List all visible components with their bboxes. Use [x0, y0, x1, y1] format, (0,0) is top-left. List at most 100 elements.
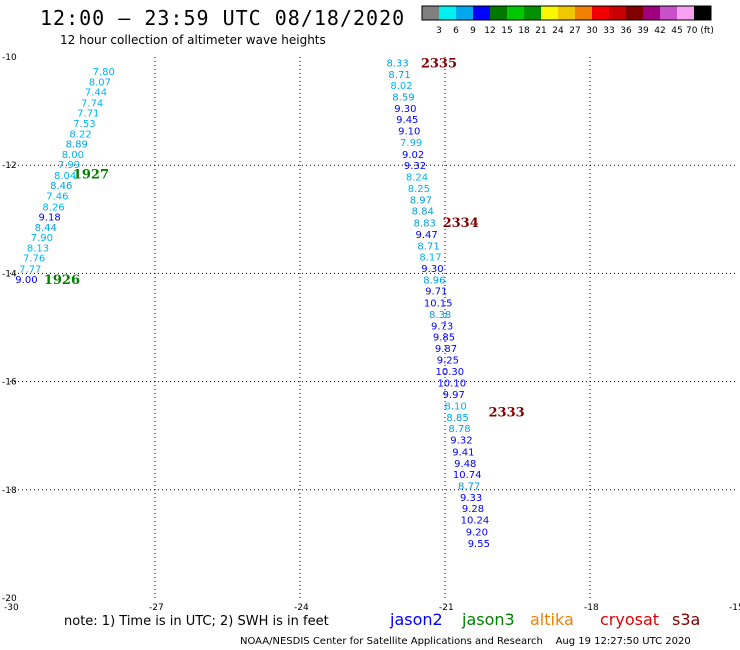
generated-timestamp: Aug 19 12:27:50 UTC 2020: [555, 636, 691, 647]
y-tick-label: -10: [2, 53, 17, 63]
swh-value-label: 9.28: [462, 504, 484, 515]
swh-value-label: 8.17: [419, 253, 441, 264]
legend-swatch: [541, 6, 558, 20]
swh-value-label: 8.38: [429, 310, 451, 321]
pass-time-label: 2333: [489, 405, 525, 420]
swh-value-label: 8.10: [445, 401, 467, 412]
swh-value-label: 9.30: [394, 104, 416, 115]
y-tick-label: -16: [2, 378, 17, 388]
grid: [10, 57, 735, 598]
legend-label: 42: [654, 26, 665, 36]
swh-value-label: 10.10: [437, 379, 466, 390]
legend-swatch: [524, 6, 541, 20]
swh-value-label: 8.04: [54, 171, 76, 182]
swh-value-label: 8.13: [27, 243, 49, 254]
legend-label: 70 (ft): [686, 26, 714, 36]
axis-ticks: -30 -27 -24 -21 -18 -15 -10 -12 -14 -16 -18 -20: [2, 53, 740, 613]
swh-value-label: 9.20: [466, 527, 488, 538]
swh-value-label: 8.97: [410, 195, 432, 206]
legend-label: 6: [453, 26, 459, 36]
swh-value-label: 9.55: [468, 539, 490, 550]
x-tick-label: -30: [4, 603, 19, 613]
swh-value-label: 8.85: [446, 413, 468, 424]
swh-value-label: 8.46: [50, 181, 72, 192]
swh-value-label: 7.53: [73, 119, 95, 130]
legend-label: 36: [620, 26, 632, 36]
pass-time-label: 2335: [421, 56, 457, 71]
legend-label: 33: [603, 26, 614, 36]
chart-subtitle: 12 hour collection of altimeter wave hei…: [60, 33, 326, 47]
pass-time-label: 1926: [44, 273, 80, 288]
legend-swatch: [575, 6, 592, 20]
legend-swatch: [422, 6, 439, 20]
swh-value-label: 8.22: [69, 129, 91, 140]
swh-value-label: 8.83: [414, 219, 436, 230]
x-tick-label: -18: [584, 603, 599, 613]
legend-swatch: [660, 6, 677, 20]
units-note: note: 1) Time is in UTC; 2) SWH is in fe…: [64, 614, 329, 629]
legend-swatch: [643, 6, 660, 20]
legend-swatch: [677, 6, 694, 20]
credit-text: NOAA/NESDIS Center for Satellite Applica…: [240, 636, 543, 647]
pass-time-label: 1927: [73, 167, 109, 182]
swh-value-label: 8.26: [42, 202, 64, 213]
swh-value-label: 10.24: [461, 516, 490, 527]
swh-value-label: 8.33: [387, 58, 409, 69]
legend-label: 12: [484, 26, 495, 36]
swh-value-label: 8.59: [392, 92, 414, 103]
swh-value-label: 9.32: [404, 161, 426, 172]
swh-value-label: 9.10: [398, 127, 420, 138]
swh-value-label: 8.25: [408, 184, 430, 195]
swh-value-label: 9.33: [460, 493, 482, 504]
swh-value-label: 7.76: [23, 254, 45, 265]
x-tick-label: -24: [294, 603, 309, 613]
legend-label: 30: [586, 26, 598, 36]
legend-frame: [421, 5, 712, 21]
mission-altika: altika: [530, 610, 574, 629]
swh-value-label: 9.32: [450, 435, 472, 446]
swh-value-label: 9.18: [39, 213, 61, 224]
legend-swatch: [507, 6, 524, 20]
legend-label: 18: [518, 26, 530, 36]
swh-value-label: 7.77: [19, 265, 41, 276]
legend-label: 3: [436, 26, 442, 36]
swh-value-label: 9.45: [396, 115, 418, 126]
swh-value-label: 8.84: [412, 207, 434, 218]
swh-value-label: 9.71: [425, 287, 447, 298]
swh-value-label: 9.25: [437, 355, 459, 366]
x-tick-label: -27: [149, 603, 164, 613]
color-legend: 3 6 9 12 15 18 21 24 27 30 33 36 39 42 45 70 (ft): [421, 5, 714, 36]
swh-value-label: 9.73: [431, 321, 453, 332]
legend-swatch: [439, 6, 456, 20]
swh-value-label: 9.00: [15, 275, 37, 286]
swh-value-label: 7.99: [400, 138, 422, 149]
swh-value-label: 9.85: [433, 333, 455, 344]
pass-time-label: 2334: [443, 216, 479, 231]
swh-value-label: 7.90: [31, 233, 53, 244]
legend-label: 39: [637, 26, 649, 36]
mission-cryosat: cryosat: [600, 610, 660, 629]
x-tick-label: -21: [439, 603, 454, 613]
legend-label: 45: [671, 26, 682, 36]
legend-label: 9: [470, 26, 476, 36]
legend-swatch: [626, 6, 643, 20]
swh-value-label: 7.46: [46, 191, 68, 202]
swh-value-label: 8.77: [458, 481, 480, 492]
y-tick-label: -12: [2, 161, 17, 171]
y-tick-label: -20: [2, 594, 17, 604]
swh-value-label: 8.07: [89, 77, 111, 88]
mission-jason2: jason2: [390, 610, 443, 629]
legend-swatch: [694, 6, 711, 20]
swh-value-label: 8.89: [66, 140, 88, 151]
swh-value-label: 9.47: [416, 230, 438, 241]
swh-value-label: 9.87: [435, 344, 457, 355]
y-tick-label: -18: [2, 486, 17, 496]
swh-value-label: 7.44: [85, 88, 107, 99]
swh-value-label: 8.96: [423, 275, 445, 286]
swh-value-label: 9.41: [452, 447, 474, 458]
swh-value-label: 7.80: [93, 67, 115, 78]
legend-swatch: [609, 6, 626, 20]
swh-value-label: 10.30: [436, 367, 465, 378]
legend-swatch: [473, 6, 490, 20]
